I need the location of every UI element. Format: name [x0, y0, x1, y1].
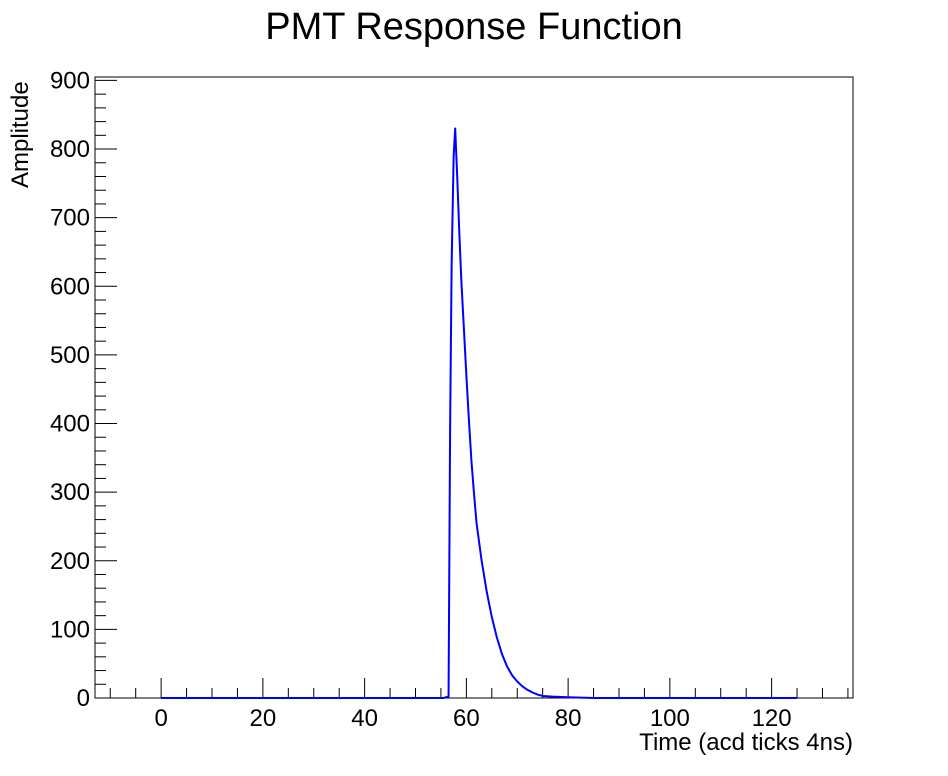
- x-tick-label: 60: [453, 705, 480, 732]
- y-tick-label: 400: [50, 411, 90, 438]
- y-tick-label: 300: [50, 479, 90, 506]
- x-tick-label: 100: [650, 705, 690, 732]
- y-tick-label: 900: [50, 67, 90, 94]
- plot-frame: [94, 76, 854, 699]
- y-tick-label: 200: [50, 548, 90, 575]
- chart-title: PMT Response Function: [265, 6, 683, 48]
- y-tick-label: 700: [50, 205, 90, 232]
- x-tick-label: 0: [154, 705, 167, 732]
- y-tick-label: 0: [77, 685, 90, 712]
- x-tick-label: 80: [555, 705, 582, 732]
- x-tick-label: 20: [250, 705, 277, 732]
- series-line: [161, 127, 798, 699]
- y-tick-label: 800: [50, 136, 90, 163]
- y-tick-label: 100: [50, 616, 90, 643]
- x-tick-label: 40: [351, 705, 378, 732]
- y-axis-label: Amplitude: [7, 81, 34, 188]
- y-tick-label: 600: [50, 273, 90, 300]
- y-tick-label: 500: [50, 342, 90, 369]
- x-tick-label: 120: [752, 705, 792, 732]
- x-axis-label: Time (acd ticks 4ns): [639, 729, 853, 756]
